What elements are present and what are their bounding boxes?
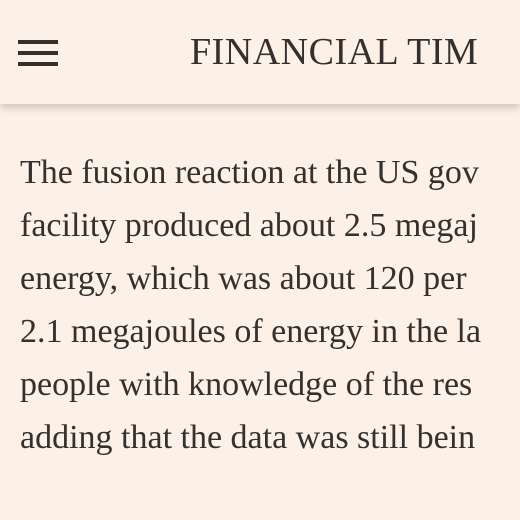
menu-button[interactable] bbox=[18, 40, 58, 66]
header: FINANCIAL TIM bbox=[0, 0, 520, 104]
article-line: adding that the data was still bein bbox=[20, 419, 476, 456]
article-line: The fusion reaction at the US gov bbox=[20, 154, 479, 191]
article-line: people with knowledge of the res bbox=[20, 366, 473, 403]
article-line: 2.1 megajoules of energy in the la bbox=[20, 313, 482, 350]
site-title[interactable]: FINANCIAL TIM bbox=[190, 31, 479, 73]
menu-bar bbox=[18, 40, 58, 44]
article-body: The fusion reaction at the US gov facilit… bbox=[20, 146, 520, 464]
article-line: energy, which was about 120 per bbox=[20, 260, 467, 297]
menu-bar bbox=[18, 51, 58, 55]
article-line: facility produced about 2.5 megaj bbox=[20, 207, 478, 244]
menu-bar bbox=[18, 62, 58, 66]
